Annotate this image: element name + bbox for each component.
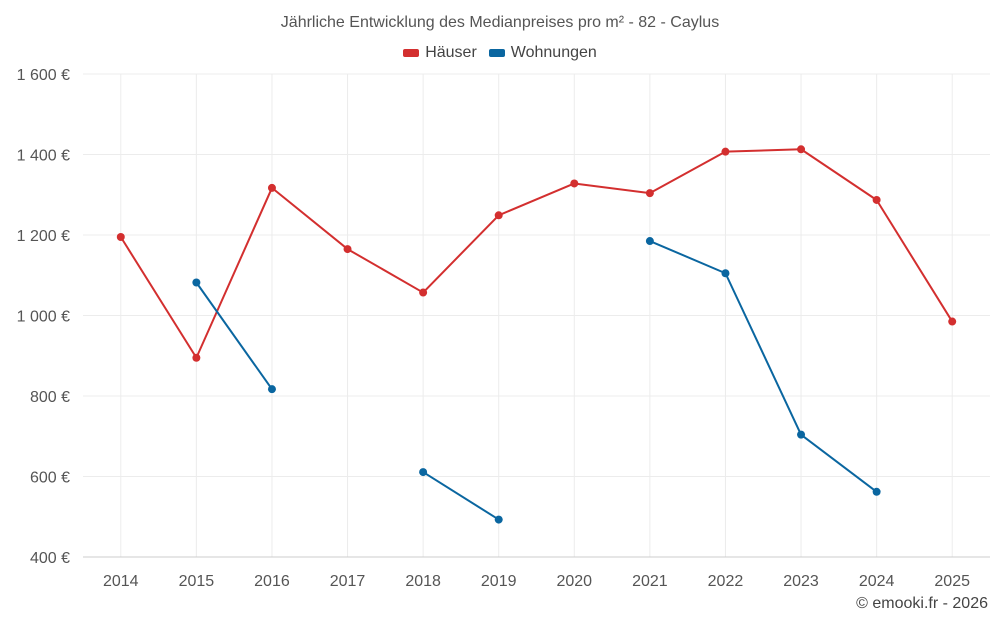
x-tick-label: 2017 — [330, 573, 366, 590]
credit: © emooki.fr - 2026 — [856, 595, 988, 612]
y-tick-label: 1 200 € — [17, 228, 70, 245]
series-haeuser-point — [192, 353, 201, 362]
x-tick-label: 2014 — [103, 573, 139, 590]
legend-swatch-wohnungen — [488, 49, 505, 57]
series-wohnungen-point — [494, 515, 503, 524]
series-wohnungen-point — [267, 385, 276, 394]
series-wohnungen-point — [645, 237, 654, 246]
series-haeuser-point — [267, 183, 276, 192]
y-tick-label: 1 000 € — [17, 309, 70, 326]
y-tick-label: 400 € — [30, 550, 70, 567]
y-tick-label: 1 400 € — [17, 148, 70, 165]
x-tick-label: 2024 — [859, 573, 895, 590]
legend-item-haeuser[interactable]: Häuser — [403, 44, 477, 62]
y-tick-label: 1 600 € — [17, 67, 70, 84]
series-wohnungen-point — [797, 430, 806, 439]
series-haeuser-line — [119, 148, 954, 359]
series-wohnungen-point — [721, 269, 730, 278]
x-tick-label: 2021 — [632, 573, 668, 590]
series-wohnungen-line — [422, 471, 500, 521]
y-tick-label: 600 € — [30, 470, 70, 487]
series-haeuser-point — [419, 288, 428, 297]
series-wohnungen-line — [195, 281, 273, 390]
series-haeuser-point — [721, 147, 730, 156]
series-haeuser-point — [645, 189, 654, 198]
series-haeuser-point — [494, 211, 503, 220]
series-wohnungen-point — [192, 278, 201, 287]
series-wohnungen-point — [872, 487, 881, 496]
y-tick-label: 800 € — [30, 389, 70, 406]
legend: Häuser Wohnungen — [0, 44, 1000, 62]
x-tick-label: 2020 — [556, 573, 592, 590]
series-haeuser-point — [343, 245, 352, 254]
series-haeuser-point — [872, 195, 881, 204]
x-tick-label: 2019 — [481, 573, 517, 590]
series-haeuser-point — [948, 317, 957, 326]
x-tick-label: 2018 — [405, 573, 441, 590]
legend-label-wohnungen: Wohnungen — [510, 44, 597, 61]
x-tick-label: 2015 — [179, 573, 215, 590]
legend-label-haeuser: Häuser — [425, 44, 477, 61]
series-wohnungen-line — [649, 240, 878, 493]
x-tick-label: 2025 — [934, 573, 970, 590]
series-haeuser-point — [797, 145, 806, 154]
x-tick-label: 2016 — [254, 573, 290, 590]
series-haeuser-point — [116, 233, 125, 242]
series-haeuser-point — [570, 179, 579, 188]
legend-swatch-haeuser — [403, 49, 420, 57]
series-wohnungen-point — [419, 468, 428, 477]
chart-title: Jährliche Entwicklung des Medianpreises … — [280, 14, 720, 31]
legend-item-wohnungen[interactable]: Wohnungen — [488, 44, 597, 62]
x-tick-label: 2023 — [783, 573, 819, 590]
x-tick-label: 2022 — [708, 573, 744, 590]
